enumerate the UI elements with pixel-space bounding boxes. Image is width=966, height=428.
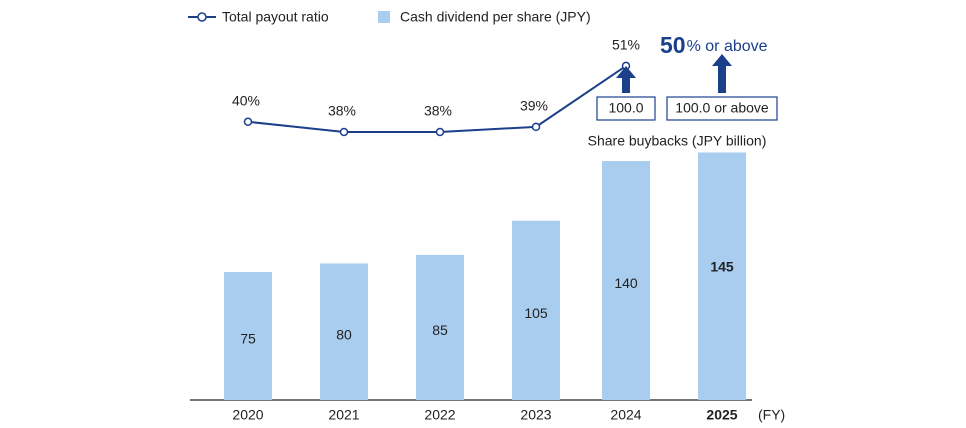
payout-target-value: 50 (660, 32, 686, 58)
payout-target: 50% or above (660, 32, 768, 58)
x-tick-label: 2020 (232, 407, 263, 423)
arrow (712, 54, 732, 93)
buyback-box (666, 96, 778, 121)
bar (224, 271, 272, 400)
payout-value-label: 40% (232, 93, 260, 109)
payout-marker (435, 127, 445, 137)
bar-value-label: 145 (710, 259, 734, 275)
buyback-box (596, 96, 656, 121)
buyback-label: 100.0 (608, 100, 643, 116)
payout-marker (243, 117, 253, 127)
bar (698, 152, 746, 400)
payout-marker (339, 127, 349, 137)
payout-value-label: 38% (424, 103, 452, 119)
buyback-label: 100.0 or above (675, 100, 769, 116)
buyback-title: Share buybacks (JPY billion) (588, 133, 767, 149)
x-tick-label: 2024 (610, 407, 641, 423)
payout-line (247, 65, 627, 133)
legend-swatch (378, 11, 390, 23)
legend: Total payout ratio Cash dividend per sha… (188, 9, 591, 25)
bar-value-label: 85 (432, 322, 448, 338)
x-tick-label: 2021 (328, 407, 359, 423)
payout-marker (531, 122, 541, 132)
legend-label: Total payout ratio (222, 9, 329, 25)
bar-value-label: 75 (240, 331, 256, 347)
x-tick-label: 2025 (706, 407, 737, 423)
bar (320, 263, 368, 400)
bar-value-label: 105 (524, 305, 548, 321)
arrow (616, 66, 636, 93)
bar (416, 254, 464, 400)
payout-value-label: 38% (328, 103, 356, 119)
bar (512, 220, 560, 400)
bar-value-label: 140 (614, 275, 638, 291)
payout-value-label: 51% (612, 37, 640, 53)
bar (602, 161, 650, 400)
x-tick-label: 2022 (424, 407, 455, 423)
x-axis-unit: (FY) (758, 407, 785, 423)
legend-label: Cash dividend per share (JPY) (400, 9, 591, 25)
bar-value-label: 80 (336, 326, 352, 342)
payout-value-label: 39% (520, 98, 548, 114)
payout-target-text: % or above (687, 38, 768, 55)
legend-marker (197, 12, 207, 22)
x-tick-label: 2023 (520, 407, 551, 423)
